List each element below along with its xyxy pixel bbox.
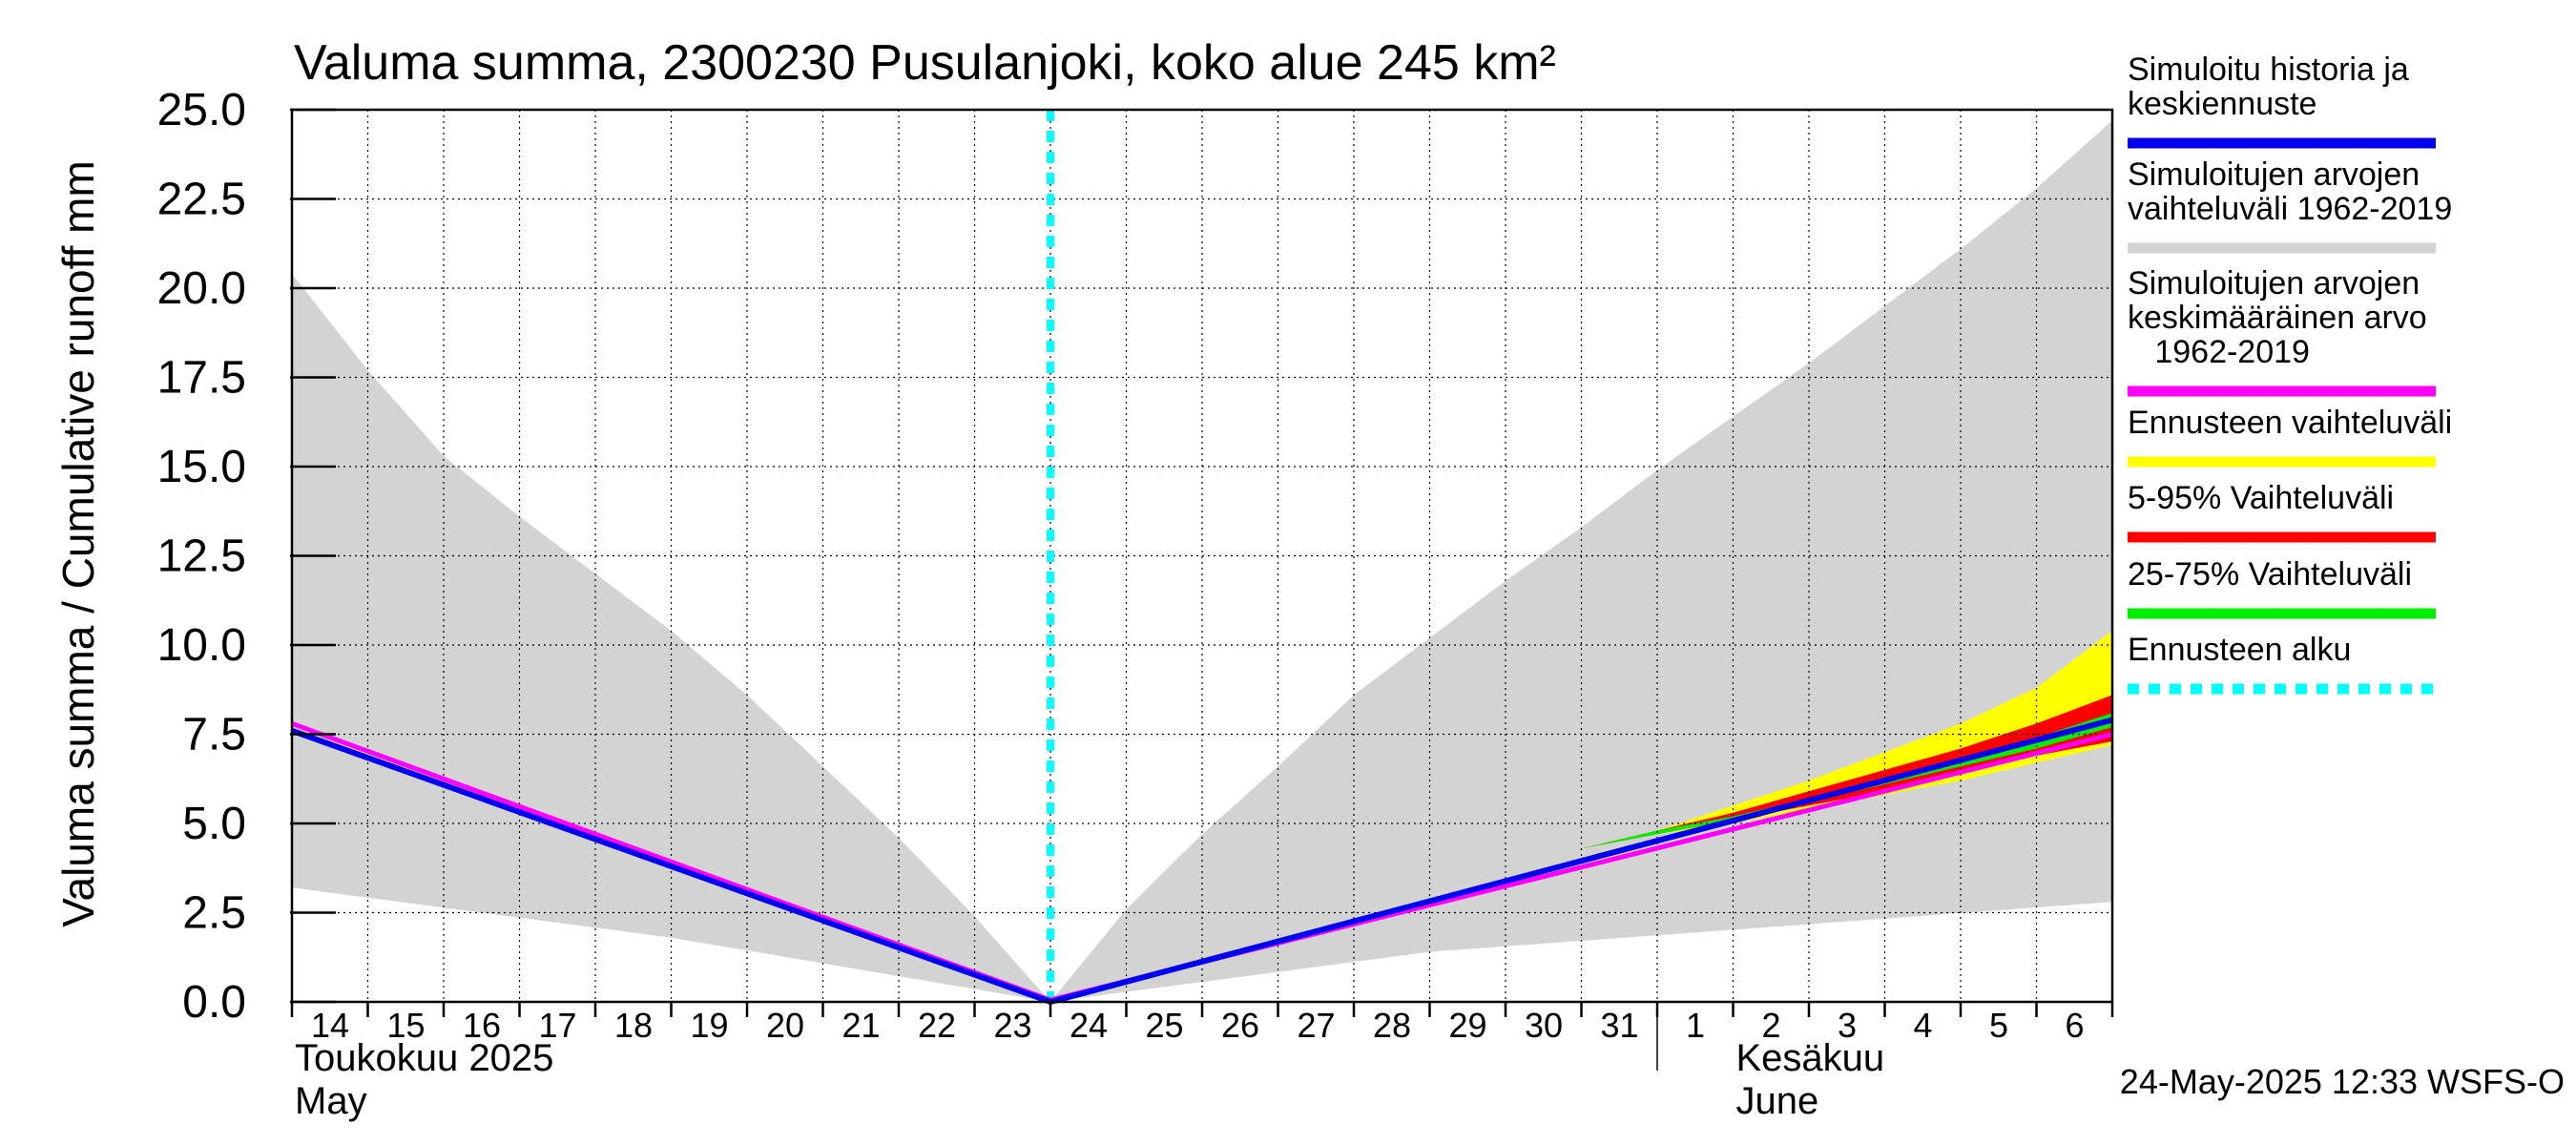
x-tick-label: 25 [1145, 1006, 1183, 1045]
legend-label: 1962-2019 [2128, 334, 2310, 370]
legend-label: vaihteluväli 1962-2019 [2128, 191, 2452, 227]
chart-axes: 0.0 2.5 5.0 7.5 10.0 12.5 15.0 17.5 20.0 22.5 25.0… [157, 85, 2114, 1122]
x-tick-label: 26 [1221, 1006, 1259, 1045]
y-tick-label: 10.0 [157, 620, 246, 671]
x-tick-label: 14 [311, 1006, 349, 1045]
month-label: Toukokuu 2025 [295, 1037, 553, 1079]
month-label-en: June [1736, 1080, 1819, 1122]
x-tick-label: 30 [1525, 1006, 1563, 1045]
legend-label: keskiennuste [2128, 86, 2316, 122]
y-axis-label: Valuma summa / Cumulative runoff mm [53, 160, 103, 927]
legend-label: Simuloitu historia ja [2128, 52, 2409, 88]
y-tick-label: 22.5 [157, 175, 246, 225]
y-tick-label: 12.5 [157, 531, 246, 582]
x-tick-label: 4 [1913, 1006, 1932, 1045]
y-tick-label: 7.5 [182, 710, 246, 760]
x-tick-label: 24 [1070, 1006, 1108, 1045]
x-tick-label: 21 [841, 1006, 880, 1045]
legend-label: Ennusteen alku [2128, 632, 2351, 668]
y-tick-label: 25.0 [157, 85, 246, 135]
historical-range-band [292, 120, 2112, 1002]
x-tick-label: 6 [2065, 1006, 2084, 1045]
x-tick-label: 20 [766, 1006, 804, 1045]
x-tick-label: 27 [1297, 1006, 1335, 1045]
x-tick-label: 28 [1373, 1006, 1411, 1045]
x-tick-label: 18 [614, 1006, 653, 1045]
y-tick-label: 2.5 [182, 888, 246, 939]
x-tick-label: 17 [538, 1006, 576, 1045]
y-tick-label: 15.0 [157, 442, 246, 492]
x-tick-label: 23 [993, 1006, 1031, 1045]
legend-label: Simuloitujen arvojen [2128, 156, 2420, 193]
legend-label: 5-95% Vaihteluväli [2128, 480, 2394, 516]
footer-timestamp: 24-May-2025 12:33 WSFS-O [2120, 1062, 2565, 1101]
y-tick-label: 5.0 [182, 799, 246, 849]
legend-label: Simuloitujen arvojen [2128, 265, 2420, 302]
y-tick-label: 17.5 [157, 353, 246, 404]
x-tick-label: 5 [1989, 1006, 2008, 1045]
x-tick-label: 3 [1838, 1006, 1857, 1045]
x-tick-label: 19 [690, 1006, 728, 1045]
legend-label: Ennusteen vaihteluväli [2128, 405, 2452, 441]
x-tick-label: 16 [463, 1006, 501, 1045]
y-tick-label: 0.0 [182, 977, 246, 1028]
x-tick-label: 1 [1686, 1006, 1705, 1045]
chart-fills [292, 120, 2112, 1002]
month-label: Kesäkuu [1736, 1037, 1885, 1079]
x-tick-label: 31 [1600, 1006, 1638, 1045]
legend-label: keskimääräinen arvo [2128, 300, 2427, 336]
legend-label: 25-75% Vaihteluväli [2128, 556, 2412, 593]
chart-grid [292, 110, 2112, 1002]
x-tick-label: 15 [386, 1006, 425, 1045]
x-tick-label: 29 [1448, 1006, 1486, 1045]
x-tick-label: 2 [1761, 1006, 1780, 1045]
x-tick-label: 22 [918, 1006, 956, 1045]
y-tick-label: 20.0 [157, 263, 246, 314]
month-label-en: May [295, 1080, 367, 1122]
chart-title: Valuma summa, 2300230 Pusulanjoki, koko … [294, 35, 1556, 91]
